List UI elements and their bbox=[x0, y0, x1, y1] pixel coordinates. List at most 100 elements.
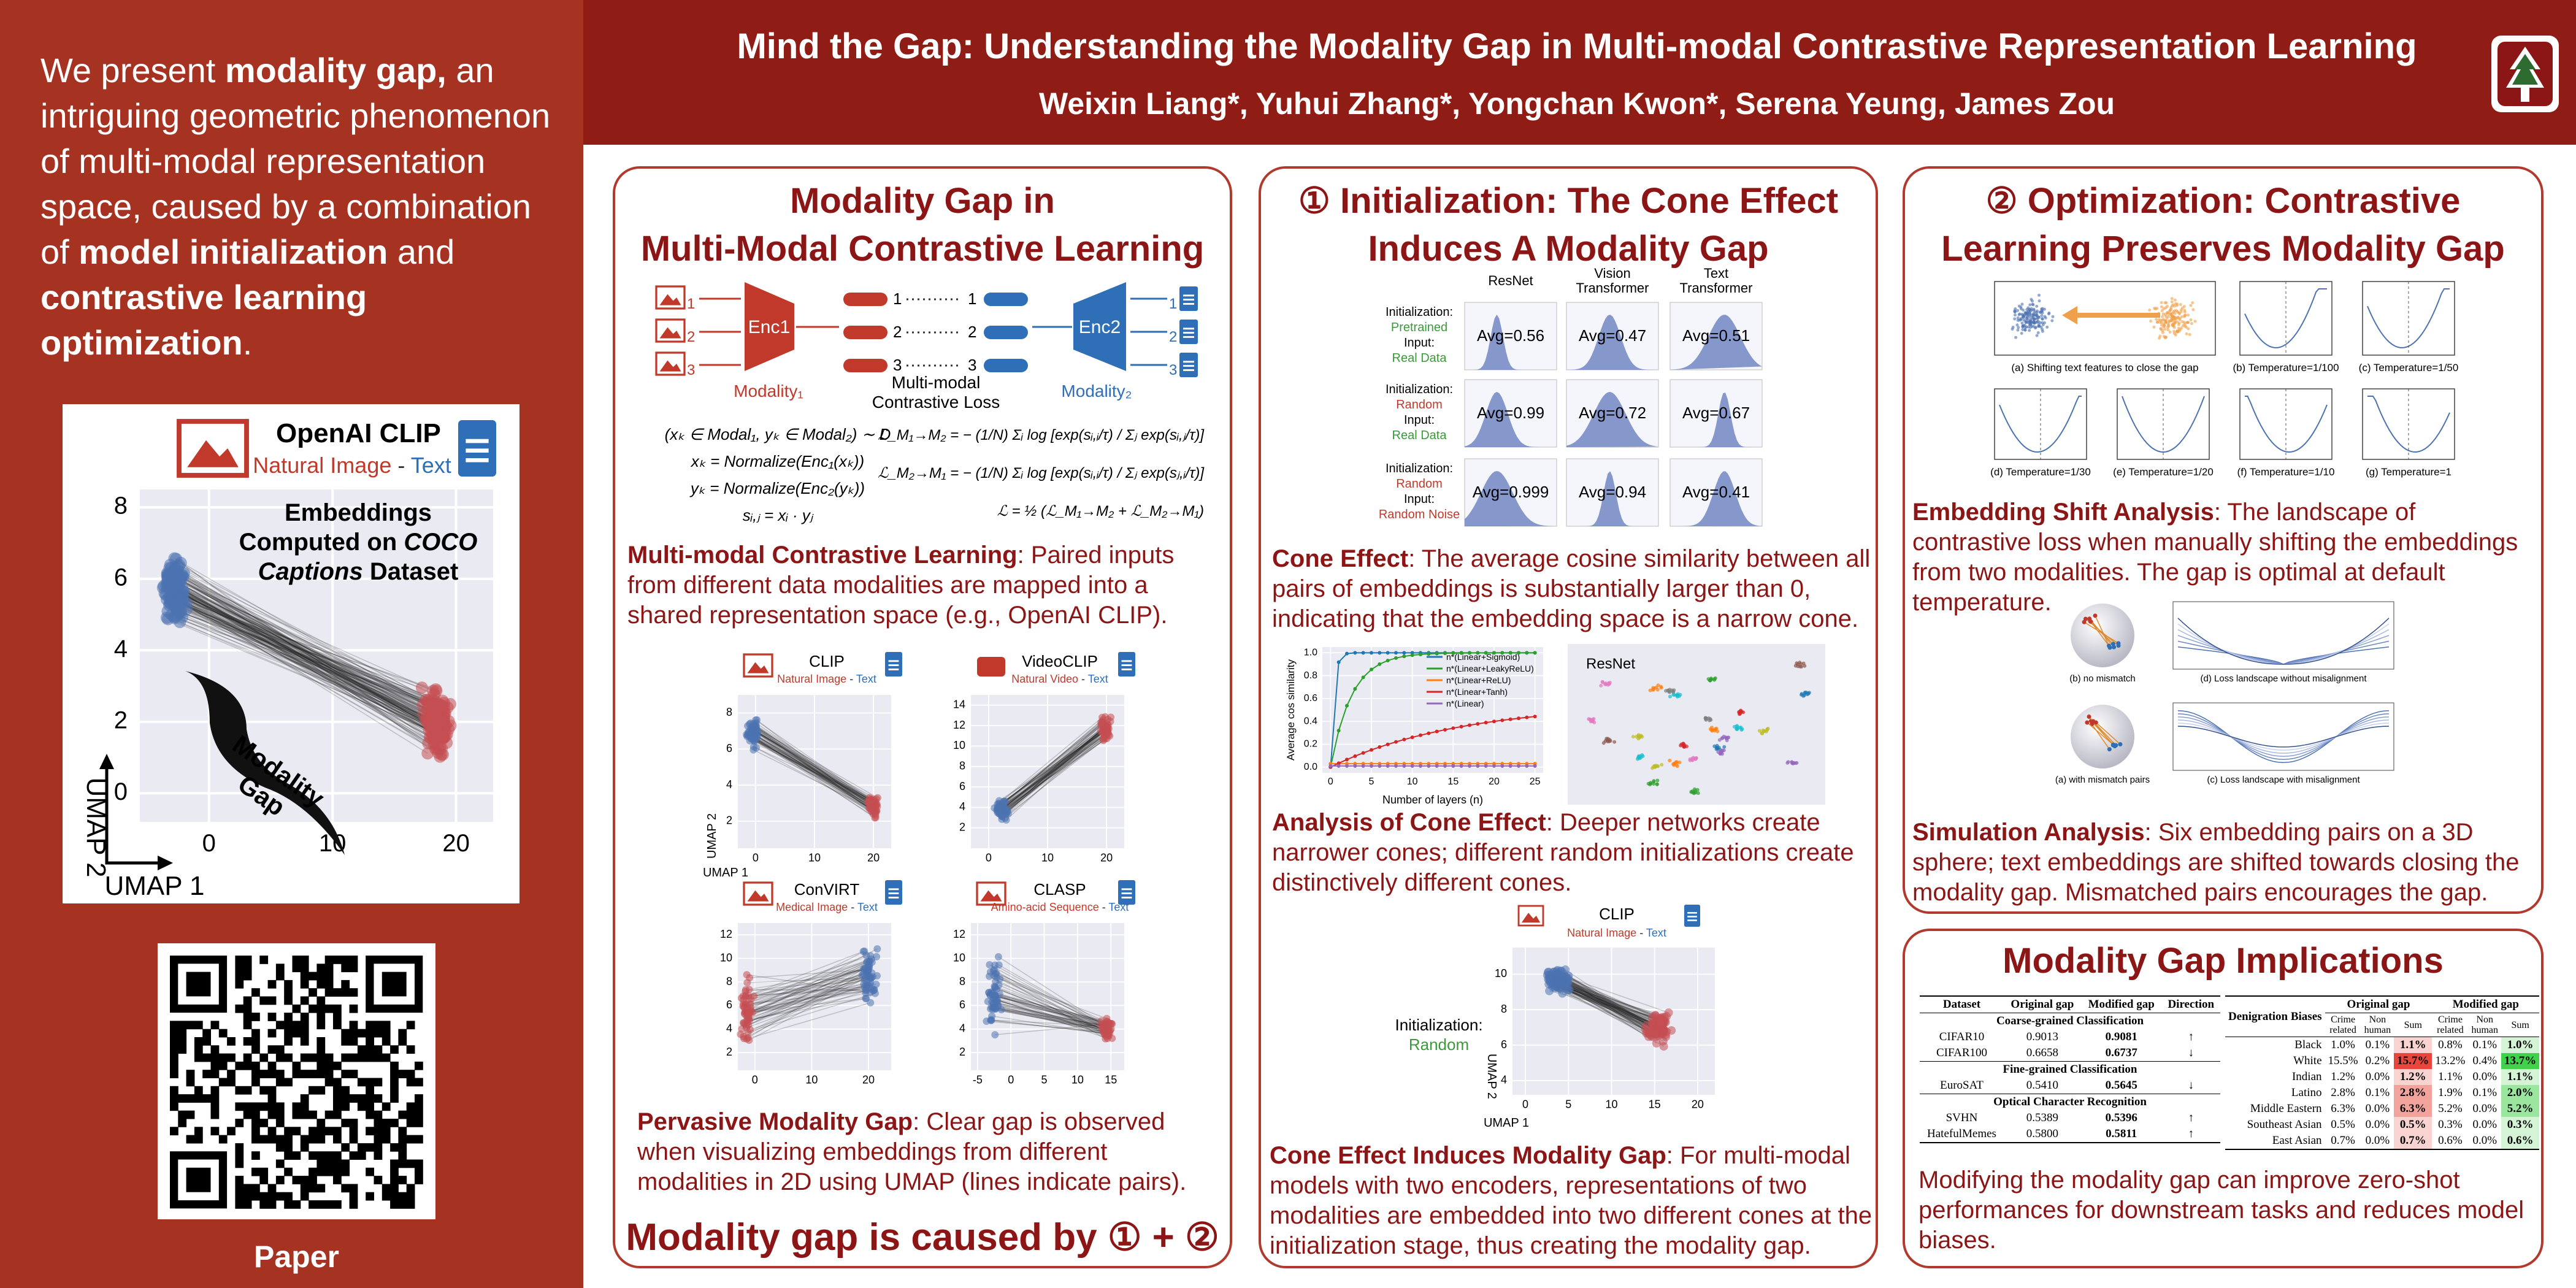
header-cell: Denigration Biases bbox=[2228, 1010, 2322, 1023]
pair-line bbox=[173, 604, 442, 733]
pair-line bbox=[745, 972, 872, 1024]
qr-module bbox=[415, 1110, 423, 1119]
cluster-point bbox=[1807, 691, 1811, 695]
qr-module bbox=[251, 1102, 260, 1111]
qr-module bbox=[194, 1086, 203, 1095]
x-tick-label: 25 bbox=[1530, 776, 1541, 787]
pair-line bbox=[166, 599, 445, 738]
y-tick-label: 0.0 bbox=[1304, 762, 1317, 772]
pair-line bbox=[995, 987, 1106, 1031]
qr-module bbox=[349, 1070, 358, 1078]
qr-module bbox=[235, 1061, 244, 1070]
subheader-cell: Crime related bbox=[2329, 1014, 2356, 1035]
pair-line bbox=[1005, 724, 1103, 802]
cluster-point bbox=[1796, 662, 1800, 666]
feature-point bbox=[2035, 304, 2039, 308]
pair-line bbox=[995, 995, 1102, 1022]
video-icon bbox=[977, 657, 1005, 677]
pair-line bbox=[743, 988, 872, 997]
panel-title: Modality Gap Implications bbox=[2003, 941, 2444, 981]
pair-line bbox=[172, 588, 439, 723]
image-embedding bbox=[162, 581, 175, 594]
cell: 6.3% bbox=[2394, 1101, 2432, 1117]
cluster-point bbox=[1715, 729, 1720, 734]
pair-line bbox=[1002, 726, 1107, 810]
cell: CIFAR100 bbox=[1936, 1046, 1988, 1059]
histogram bbox=[1670, 471, 1762, 526]
pair-line bbox=[1558, 987, 1663, 1025]
qr-module bbox=[390, 1159, 399, 1168]
qr-module bbox=[309, 1135, 317, 1144]
feature-point bbox=[2038, 310, 2042, 314]
pair-line bbox=[183, 602, 442, 727]
image-embedding bbox=[994, 953, 1002, 961]
pair-line bbox=[996, 737, 1105, 811]
image-embedding bbox=[864, 957, 872, 965]
y-tick-label: 6 bbox=[114, 564, 128, 591]
qr-module bbox=[300, 1013, 309, 1021]
intro-segment: modality gap, bbox=[224, 51, 447, 90]
paragraph: Modifying the modality gap can improve z… bbox=[1919, 1167, 2524, 1254]
pair-line bbox=[1559, 987, 1653, 1024]
image-embedding bbox=[743, 730, 751, 738]
image-icon-mountain bbox=[1521, 913, 1541, 923]
image-icon-mountain bbox=[187, 440, 239, 467]
histogram bbox=[1566, 315, 1658, 370]
header-cell: Original gap bbox=[2325, 996, 2432, 1013]
pair-line bbox=[990, 994, 1110, 1024]
qr-module bbox=[374, 1078, 383, 1087]
qr-module bbox=[235, 1143, 244, 1152]
pair-line bbox=[178, 588, 441, 719]
text-embedding bbox=[435, 748, 448, 761]
qr-module bbox=[284, 1053, 293, 1062]
pair-line bbox=[988, 992, 1101, 1026]
pair-line bbox=[1555, 974, 1666, 1023]
qr-module bbox=[316, 1004, 326, 1013]
pair-line bbox=[751, 732, 871, 807]
cluster-point bbox=[1722, 745, 1727, 749]
doc-icon bbox=[1179, 286, 1198, 311]
pair-line bbox=[1005, 727, 1105, 812]
qr-module bbox=[316, 1086, 326, 1095]
pair-line bbox=[166, 594, 437, 692]
qr-module bbox=[309, 1004, 317, 1013]
paragraph: Pervasive Modality Gap: Clear gap is obs… bbox=[637, 1107, 1220, 1197]
pair-line bbox=[174, 590, 437, 718]
feature-point bbox=[2050, 319, 2054, 323]
pair-line bbox=[751, 732, 872, 810]
row: CIFAR100 0.6658 0.6737 ↓ bbox=[1920, 1045, 2220, 1062]
cluster-point bbox=[1675, 764, 1679, 769]
y-tick-label: 2 bbox=[726, 815, 732, 827]
qr-module bbox=[406, 1078, 415, 1087]
qr-module bbox=[235, 1102, 244, 1111]
pair-line bbox=[178, 596, 439, 711]
qr-module bbox=[406, 1200, 415, 1209]
pair-line bbox=[1561, 981, 1654, 1030]
cluster-point bbox=[1640, 753, 1644, 757]
feature-point bbox=[2149, 320, 2153, 323]
qr-module bbox=[374, 1143, 383, 1152]
pair-line bbox=[1549, 990, 1661, 1019]
pair-line bbox=[1556, 971, 1657, 1035]
paragraph-lead: Cone Effect bbox=[1272, 545, 1409, 572]
header-cell: Original gap bbox=[2011, 998, 2074, 1011]
curve bbox=[1330, 716, 1535, 768]
pair-line bbox=[1006, 721, 1111, 815]
qr-module bbox=[333, 1021, 342, 1030]
pair-line bbox=[1001, 730, 1104, 810]
pair-line bbox=[1001, 734, 1109, 811]
encoder-label: Enc1 bbox=[748, 317, 790, 337]
qr-module bbox=[341, 1094, 350, 1103]
embedding-pill bbox=[984, 326, 1028, 339]
qr-module bbox=[300, 1037, 309, 1046]
image-icon-mountain bbox=[659, 294, 681, 305]
loss-curve bbox=[2245, 396, 2328, 453]
pair-line bbox=[1003, 727, 1106, 813]
doc-icon bbox=[458, 420, 496, 477]
pair-line bbox=[1005, 738, 1103, 810]
pair-line bbox=[174, 591, 431, 738]
pair-line bbox=[176, 586, 432, 705]
qr-module bbox=[398, 1135, 407, 1144]
pair-line bbox=[999, 735, 1110, 813]
image-embedding bbox=[170, 553, 183, 565]
